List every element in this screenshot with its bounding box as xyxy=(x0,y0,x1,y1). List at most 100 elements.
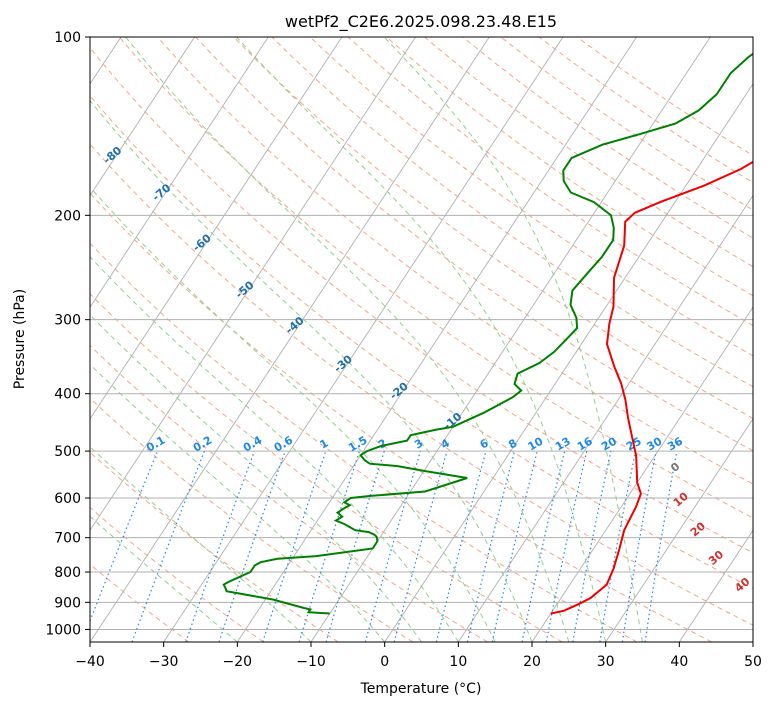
isotherm-label: -70 xyxy=(150,181,174,204)
isotherm-label: -90 xyxy=(62,90,86,113)
mixing-ratio-line xyxy=(393,450,448,642)
x-tick-label: −30 xyxy=(149,654,179,670)
dry-adiabat xyxy=(90,293,563,642)
pressure-grid xyxy=(90,37,753,630)
profile-series xyxy=(222,52,753,615)
mixing-ratio-label: 8 xyxy=(506,437,519,452)
isotherm-label: -30 xyxy=(331,352,355,375)
y-axis-label: Pressure (hPa) xyxy=(12,289,28,389)
isotherm-label: -50 xyxy=(233,278,257,301)
mixing-ratio-line xyxy=(621,450,657,642)
x-tick-label: 10 xyxy=(449,654,467,670)
moist-adiabat xyxy=(90,515,238,642)
y-tick-label: 500 xyxy=(54,444,81,460)
mixing-ratio-line xyxy=(466,450,516,642)
mixing-ratio-line xyxy=(218,450,286,642)
moist-adiabat xyxy=(90,363,386,642)
isotherm-label: -80 xyxy=(101,144,125,167)
moist-adiabat xyxy=(90,186,496,642)
mixing-ratio-label: 4 xyxy=(439,436,452,451)
mixing-ratio-line xyxy=(545,450,588,642)
plot-frame xyxy=(89,36,754,643)
isotherm xyxy=(605,418,753,642)
isotherm xyxy=(90,37,343,420)
dry-adiabat xyxy=(90,563,190,642)
moist-adiabat xyxy=(125,37,570,642)
dry-adiabat xyxy=(90,143,753,626)
y-tick-label: 300 xyxy=(54,313,81,329)
dry-adiabat-label: 10 xyxy=(671,489,691,509)
moist-adiabats xyxy=(90,37,643,642)
dry-adiabat xyxy=(500,37,753,211)
x-tick-label: 0 xyxy=(380,654,389,670)
mixing-ratio-line xyxy=(262,450,327,642)
y-tick-label: 400 xyxy=(54,387,81,403)
dry-adiabat xyxy=(157,37,753,485)
x-tick-label: 40 xyxy=(670,654,688,670)
isotherm-label: -40 xyxy=(283,314,307,337)
mixing-ratio-line xyxy=(131,450,205,642)
isotherm xyxy=(678,529,753,642)
isotherm-label: -20 xyxy=(387,379,411,402)
dry-adiabat xyxy=(90,95,753,590)
moist-adiabat xyxy=(383,37,643,642)
y-tick-label: 800 xyxy=(54,565,81,581)
mixing-ratio-line xyxy=(364,450,422,642)
dewpoint-line xyxy=(222,52,753,615)
temperature-line xyxy=(550,160,753,615)
dry-adiabat xyxy=(309,37,753,357)
x-tick-label: 50 xyxy=(744,654,762,670)
chart-title: wetPf2_C2E6.2025.098.23.48.E15 xyxy=(285,12,557,32)
dry-adiabat-label: 20 xyxy=(688,519,708,539)
moist-adiabat xyxy=(90,446,312,642)
mixing-ratio-line xyxy=(325,450,385,642)
dry-adiabat-label: 40 xyxy=(732,575,752,595)
dry-adiabat xyxy=(90,451,339,642)
y-tick-label: 1000 xyxy=(45,622,81,638)
mixing-ratio-line xyxy=(90,450,159,623)
dry-adiabat xyxy=(90,192,712,642)
dry-adiabat-label: 30 xyxy=(706,548,726,568)
dry-adiabat xyxy=(233,37,753,419)
dry-adiabat xyxy=(90,506,264,642)
y-axis: 100 200 300 400 500 600 700 800 900 1000 xyxy=(45,30,90,638)
mixing-ratio-line xyxy=(572,450,612,642)
isotherm xyxy=(90,37,269,308)
mixing-ratio-line xyxy=(185,450,255,642)
dry-adiabat xyxy=(118,37,753,519)
mixing-ratio-lines xyxy=(90,450,678,642)
mixing-ratio-line xyxy=(644,450,678,642)
moist-adiabat xyxy=(90,99,533,642)
isotherm xyxy=(90,37,416,532)
dry-adiabat xyxy=(424,37,753,268)
moist-adiabat xyxy=(90,314,422,642)
dry-adiabat xyxy=(90,242,638,642)
isotherm xyxy=(236,37,637,642)
mixing-ratio-line xyxy=(599,450,637,642)
y-tick-label: 700 xyxy=(54,531,81,547)
isotherm xyxy=(384,83,753,642)
line-labels: 0.1 0.2 0.4 0.6 1 1.5 2 3 4 6 8 10 13 16 20 25 30 36-100-… xyxy=(62,90,753,595)
x-tick-label: −10 xyxy=(296,654,326,670)
y-tick-label: 900 xyxy=(54,595,81,611)
isotherm xyxy=(163,37,564,642)
isotherm xyxy=(531,306,753,642)
x-axis: −40 −30 −20 −10 0 10 20 30 40 50 xyxy=(75,642,762,670)
isotherm xyxy=(90,37,490,642)
moist-adiabat xyxy=(90,256,459,642)
x-tick-label: −40 xyxy=(75,654,105,670)
mixing-ratio-line xyxy=(298,450,361,642)
y-tick-label: 600 xyxy=(54,491,81,507)
y-tick-label: 100 xyxy=(54,30,81,46)
dry-adiabat xyxy=(90,344,488,642)
x-tick-label: 20 xyxy=(523,654,541,670)
mixing-ratio-line xyxy=(491,450,538,642)
x-tick-label: −20 xyxy=(223,654,253,670)
plot-area: 0.1 0.2 0.4 0.6 1 1.5 2 3 4 6 8 10 13 16 20 25 30 36-100-… xyxy=(62,37,753,642)
x-tick-label: 30 xyxy=(597,654,615,670)
x-axis-label: Temperature (°C) xyxy=(360,681,482,697)
isotherm xyxy=(752,641,753,642)
isotherm xyxy=(90,37,195,197)
mixing-ratio-label: 3 xyxy=(412,437,425,452)
